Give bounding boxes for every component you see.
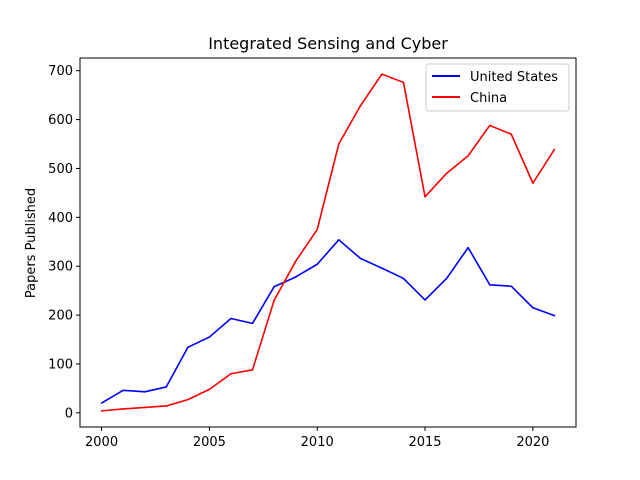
data-point-china [445,172,448,175]
data-point-china [122,408,124,410]
data-point-china [208,388,211,391]
data-point-united-states [208,336,211,338]
y-tick-label: 100 [48,357,73,372]
x-tick-label: 2010 [301,435,334,450]
data-point-united-states [381,267,383,269]
data-point-china [381,73,383,75]
data-point-united-states [165,386,168,388]
data-point-united-states [143,391,146,393]
data-point-united-states [553,314,556,317]
data-point-united-states [100,402,103,404]
data-point-china [143,406,146,409]
legend-label-united-states: United States [470,70,558,85]
x-tick-label: 2020 [516,435,549,450]
data-point-united-states [488,283,491,286]
x-tick-label: 2005 [193,435,226,450]
y-tick-label: 600 [48,113,73,128]
y-tick-label: 300 [48,260,73,275]
data-point-united-states [532,306,534,309]
data-point-united-states [316,263,319,266]
series-line-china [101,73,556,412]
data-point-united-states [273,285,275,288]
data-point-china [424,196,426,198]
x-tick-label: 2015 [408,435,441,450]
legend: United States China [425,63,570,112]
data-point-china [467,154,469,157]
y-tick-label: 700 [48,64,73,79]
data-point-united-states [294,276,297,278]
legend-label-china: China [470,91,507,106]
data-point-china [273,299,275,302]
data-point-china [165,405,168,407]
data-point-china [187,398,189,401]
data-point-united-states [467,246,469,249]
data-point-united-states [187,346,189,349]
data-point-united-states [251,322,254,325]
legend-box [425,63,570,112]
data-point-china [510,133,513,136]
data-point-united-states [510,285,513,288]
data-point-united-states [445,277,448,280]
x-axis-ticks: 2000 2005 2010 2015 2020 [85,427,549,450]
series-line-united-states [101,239,555,404]
data-point-china [402,81,405,84]
x-tick-label: 2000 [85,435,118,450]
data-point-china [337,143,340,145]
data-point-united-states [359,257,362,260]
data-point-united-states [402,277,405,280]
y-tick-label: 0 [65,406,73,421]
data-point-china [532,182,534,184]
data-point-china [488,124,491,127]
data-point-china [230,372,232,375]
y-axis-ticks: 0 100 200 300 400 500 600 700 [48,64,80,421]
y-axis-label: Papers Published [24,188,39,298]
data-point-united-states [337,239,340,241]
y-tick-label: 200 [48,309,73,324]
data-point-united-states [230,317,232,320]
data-point-united-states [424,299,426,301]
y-tick-label: 500 [48,162,73,177]
chart-title: Integrated Sensing and Cyber [208,34,448,53]
plot-area-frame [79,57,577,428]
data-point-china [100,410,103,412]
data-point-china [553,148,556,151]
data-point-china [316,228,319,231]
data-point-china [359,105,362,107]
data-point-china [251,369,254,371]
data-point-china [294,260,297,263]
data-point-united-states [122,389,124,392]
y-tick-label: 400 [48,211,73,226]
series-lines [100,73,556,412]
